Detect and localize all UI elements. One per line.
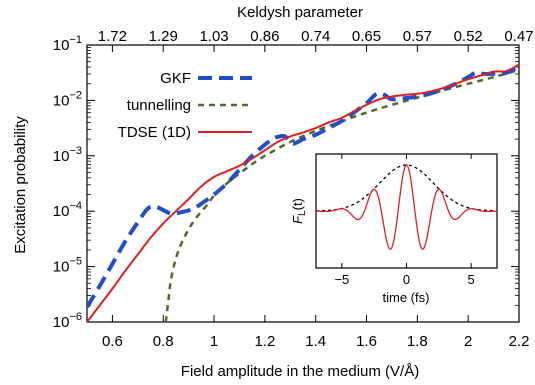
y-tick-label-base: 10 — [53, 92, 70, 109]
inset-field-curve — [315, 164, 498, 250]
inset-x-axis-title: time (fs) — [383, 290, 430, 305]
inset-x-tick-label: 0 — [403, 272, 410, 287]
inset-y-axis-title-arg: (t) — [290, 198, 305, 210]
inset-y-axis-title: FL(t) — [290, 198, 308, 224]
legend-label-tdse: TDSE (1D) — [118, 124, 191, 141]
top-tick-label: 0.52 — [454, 28, 483, 45]
top-tick-label: 1.03 — [199, 28, 228, 45]
x-tick-label: 0.6 — [102, 333, 123, 350]
y-tick-label: 10−2 — [53, 89, 82, 109]
legend-label-tunnelling: tunnelling — [127, 97, 191, 114]
x-tick-label: 1.8 — [407, 333, 428, 350]
inset-plot-area: −5 0 5 — [315, 154, 498, 287]
y-axis-title: Excitation probability — [12, 116, 29, 254]
top-tick-label: 0.65 — [352, 28, 381, 45]
y-tick-label-exponent: −6 — [69, 311, 82, 323]
y-tick-label-base: 10 — [53, 148, 70, 165]
y-tick-label-exponent: −4 — [69, 200, 82, 212]
top-axis-title: Keldysh parameter — [237, 4, 363, 21]
inset-x-tick-label: −5 — [334, 272, 349, 287]
x-tick-label: 1 — [210, 333, 218, 350]
y-tick-label-base: 10 — [53, 203, 70, 220]
plot-frame — [86, 44, 520, 323]
top-tick-label: 0.47 — [504, 28, 533, 45]
x-tick-label: 0.8 — [153, 333, 174, 350]
legend: GKF tunnelling TDSE (1D) — [118, 70, 252, 141]
inset-x-tick-label: 5 — [468, 272, 475, 287]
y-tick-label-base: 10 — [53, 37, 70, 54]
inset-y-axis-title-base: F — [290, 215, 305, 224]
y-tick-label: 10−6 — [53, 311, 82, 331]
y-tick-label-exponent: −5 — [69, 256, 82, 268]
y-tick-label: 10−5 — [53, 256, 82, 276]
x-tick-label: 1.2 — [254, 333, 275, 350]
inset-chart: −5 0 5 time (fs) FL(t) — [290, 153, 498, 305]
y-tick-label-exponent: −1 — [69, 34, 82, 46]
main-plot-area: 0.6 0.8 1 1.2 1.4 1.6 1.8 2 2.2 1.72 1.29 1.03 0.86 0… — [53, 28, 534, 350]
x-tick-label: 2 — [464, 333, 472, 350]
y-tick-label: 10−4 — [53, 200, 82, 220]
top-tick-label: 1.29 — [149, 28, 178, 45]
y-tick-label: 10−1 — [53, 34, 82, 54]
x-axis-title: Field amplitude in the medium (V/Å) — [181, 363, 419, 380]
series-tdse — [87, 63, 519, 322]
x-tick-label: 1.6 — [356, 333, 377, 350]
inset-y-axis-title-sub: L — [297, 210, 308, 216]
x-tick-label: 1.4 — [305, 333, 326, 350]
top-tick-label: 0.74 — [301, 28, 330, 45]
y-tick-label: 10−3 — [53, 145, 82, 165]
x-tick-label: 2.2 — [509, 333, 530, 350]
inset-background — [315, 153, 498, 269]
y-tick-label-base: 10 — [53, 259, 70, 276]
y-tick-label-exponent: −3 — [69, 145, 82, 157]
top-tick-label: 0.57 — [403, 28, 432, 45]
legend-label-gkf: GKF — [160, 70, 191, 87]
y-tick-label-exponent: −2 — [69, 89, 82, 101]
top-tick-label: 0.86 — [250, 28, 279, 45]
inset-envelope-curve — [315, 164, 498, 212]
top-tick-label: 1.72 — [98, 28, 127, 45]
y-tick-label-base: 10 — [53, 314, 70, 331]
